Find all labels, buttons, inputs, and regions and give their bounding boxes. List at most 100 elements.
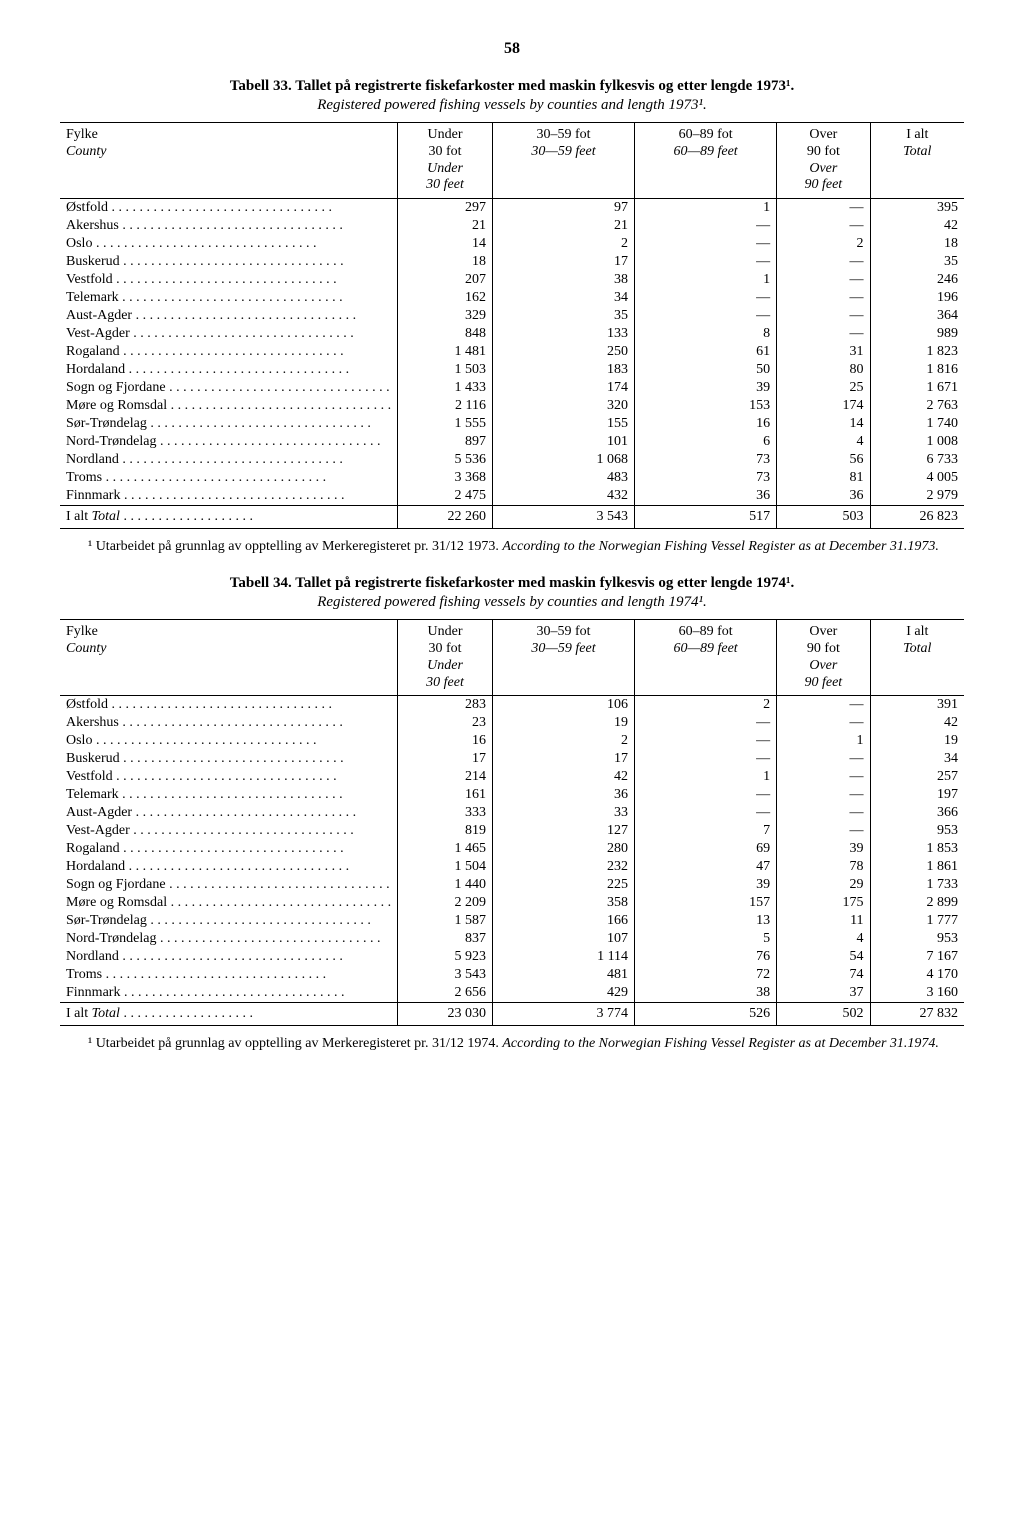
county-cell: Vestfold: [60, 768, 398, 786]
col-over90: Over 90 fot Over 90 feet: [777, 620, 870, 696]
num-cell: 5 923: [398, 948, 493, 966]
table-row: Sør-Trøndelag1 55515516141 740: [60, 415, 964, 433]
table-row: Rogaland1 48125061311 823: [60, 343, 964, 361]
table-row: Aust-Agder32935——364: [60, 307, 964, 325]
num-cell: 4 005: [870, 469, 964, 487]
num-cell: 81: [777, 469, 870, 487]
county-cell: Rogaland: [60, 343, 398, 361]
table-row: Hordaland1 50318350801 816: [60, 361, 964, 379]
num-cell: 320: [492, 397, 634, 415]
num-cell: 97: [492, 199, 634, 218]
county-cell: Aust-Agder: [60, 307, 398, 325]
county-cell: Buskerud: [60, 253, 398, 271]
table34-total-row: I alt Total . . . . . . . . . . . . . . …: [60, 1003, 964, 1026]
table-row: Troms3 54348172744 170: [60, 966, 964, 984]
num-cell: 161: [398, 786, 493, 804]
num-cell: —: [635, 732, 777, 750]
num-cell: 39: [635, 876, 777, 894]
num-cell: 246: [870, 271, 964, 289]
num-cell: —: [777, 199, 870, 218]
county-cell: Oslo: [60, 732, 398, 750]
table-row: Vestfold214421—257: [60, 768, 964, 786]
num-cell: 358: [492, 894, 634, 912]
num-cell: 16: [398, 732, 493, 750]
num-cell: 80: [777, 361, 870, 379]
num-cell: 329: [398, 307, 493, 325]
table-row: Vest-Agder8481338—989: [60, 325, 964, 343]
num-cell: 6: [635, 433, 777, 451]
num-cell: 953: [870, 930, 964, 948]
num-cell: 3 368: [398, 469, 493, 487]
num-cell: 1: [635, 768, 777, 786]
num-cell: 391: [870, 696, 964, 715]
num-cell: 23: [398, 714, 493, 732]
table-row: Troms3 36848373814 005: [60, 469, 964, 487]
num-cell: 35: [870, 253, 964, 271]
num-cell: 1 587: [398, 912, 493, 930]
num-cell: —: [635, 804, 777, 822]
table-row: Akershus2121——42: [60, 217, 964, 235]
table-row: Finnmark2 47543236362 979: [60, 487, 964, 506]
col-60-89: 60–89 fot 60—89 feet: [635, 620, 777, 696]
num-cell: 1 433: [398, 379, 493, 397]
num-cell: 1 504: [398, 858, 493, 876]
num-cell: —: [635, 750, 777, 768]
col-under30: Under 30 fot Under 30 feet: [398, 620, 493, 696]
num-cell: 8: [635, 325, 777, 343]
num-cell: 1 671: [870, 379, 964, 397]
num-cell: 481: [492, 966, 634, 984]
county-cell: Sogn og Fjordane: [60, 876, 398, 894]
num-cell: 1 555: [398, 415, 493, 433]
num-cell: 25: [777, 379, 870, 397]
num-cell: 280: [492, 840, 634, 858]
num-cell: 14: [777, 415, 870, 433]
county-cell: Hordaland: [60, 858, 398, 876]
num-cell: 18: [398, 253, 493, 271]
county-cell: Møre og Romsdal: [60, 894, 398, 912]
num-cell: 17: [398, 750, 493, 768]
num-cell: 19: [492, 714, 634, 732]
num-cell: —: [635, 786, 777, 804]
num-cell: 101: [492, 433, 634, 451]
num-cell: 1: [635, 271, 777, 289]
table-row: Oslo142—218: [60, 235, 964, 253]
num-cell: 2 209: [398, 894, 493, 912]
county-cell: Aust-Agder: [60, 804, 398, 822]
num-cell: 2 979: [870, 487, 964, 506]
num-cell: 162: [398, 289, 493, 307]
county-cell: Sør-Trøndelag: [60, 912, 398, 930]
num-cell: 837: [398, 930, 493, 948]
table-row: Telemark16234——196: [60, 289, 964, 307]
num-cell: 157: [635, 894, 777, 912]
num-cell: 78: [777, 858, 870, 876]
county-cell: Møre og Romsdal: [60, 397, 398, 415]
county-cell: Buskerud: [60, 750, 398, 768]
num-cell: 107: [492, 930, 634, 948]
table33: Fylke County Under 30 fot Under 30 feet …: [60, 122, 964, 529]
num-cell: 197: [870, 786, 964, 804]
page-number: 58: [60, 40, 964, 58]
num-cell: 1 465: [398, 840, 493, 858]
num-cell: 483: [492, 469, 634, 487]
num-cell: 1 740: [870, 415, 964, 433]
num-cell: 1 481: [398, 343, 493, 361]
num-cell: 257: [870, 768, 964, 786]
county-cell: Finnmark: [60, 984, 398, 1003]
num-cell: 2 656: [398, 984, 493, 1003]
num-cell: 297: [398, 199, 493, 218]
num-cell: 17: [492, 253, 634, 271]
table-row: Møre og Romsdal2 1163201531742 763: [60, 397, 964, 415]
num-cell: 2: [777, 235, 870, 253]
num-cell: 174: [492, 379, 634, 397]
num-cell: 35: [492, 307, 634, 325]
num-cell: 366: [870, 804, 964, 822]
num-cell: —: [635, 217, 777, 235]
num-cell: 3 543: [398, 966, 493, 984]
num-cell: —: [635, 714, 777, 732]
num-cell: 47: [635, 858, 777, 876]
num-cell: 18: [870, 235, 964, 253]
num-cell: 2: [492, 235, 634, 253]
table-row: Sogn og Fjordane1 43317439251 671: [60, 379, 964, 397]
num-cell: —: [635, 235, 777, 253]
county-cell: Akershus: [60, 217, 398, 235]
